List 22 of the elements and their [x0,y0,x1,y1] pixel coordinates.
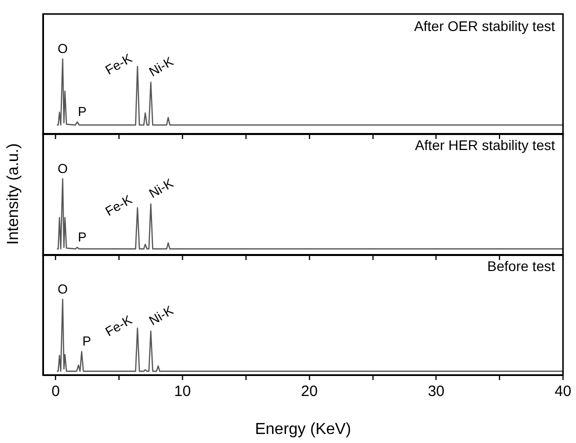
annotation: P [78,229,87,244]
x-tick-label: 10 [174,383,191,400]
annotation: P [78,104,87,120]
x-tick-label: 20 [301,383,318,400]
annotation: P [82,334,92,349]
annotation: Fe-K [102,50,135,78]
x-axis-title: Energy (KeV) [254,420,352,438]
text: Before test [487,258,556,274]
annotation: Ni-K [146,54,176,80]
text: After OER stability test [414,18,556,34]
annotation: O [58,41,68,56]
annotation: Ni-K [146,175,176,201]
annotation: O [58,160,68,176]
text: After HER stability test [414,136,556,153]
x-tick-label: 40 [554,383,572,400]
x-tick-label: 0 [52,383,60,400]
y-axis-title: Intensity (a.u.) [5,143,22,245]
x-tick-label: 30 [428,383,445,400]
annotation: Fe-K [102,192,135,219]
annotation: Fe-K [102,312,135,340]
annotation: Ni-K [146,302,176,328]
annotation: O [58,281,68,296]
